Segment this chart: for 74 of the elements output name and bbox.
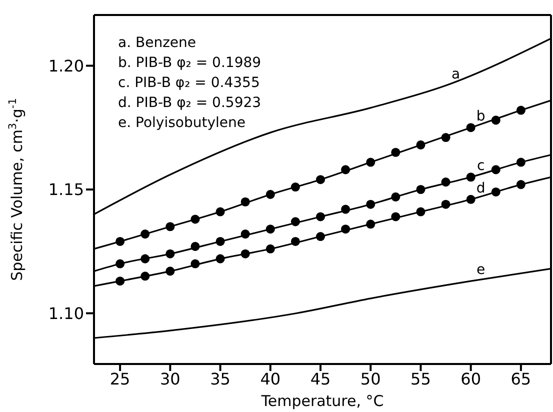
y-tick-label: 1.10 [48, 304, 84, 323]
x-tick-label: 65 [510, 369, 532, 388]
series-label: b [476, 108, 486, 125]
point [391, 212, 400, 222]
x-tick-label: 45 [310, 369, 331, 388]
point [341, 224, 350, 234]
point [366, 158, 376, 167]
point [316, 175, 326, 184]
point [116, 276, 125, 286]
x-tick-label: 25 [110, 369, 130, 388]
x-axis-title: Temperature, °C [260, 392, 384, 410]
y-tick-label: 1.15 [48, 180, 84, 200]
point [316, 232, 326, 242]
point [341, 165, 350, 174]
point [190, 259, 200, 268]
point [216, 254, 225, 264]
point [290, 217, 300, 226]
point [391, 192, 400, 202]
point [240, 197, 250, 206]
point [166, 222, 175, 232]
annotation: d. PIB-B φ₂ = 0.5923 [118, 94, 262, 113]
point [166, 266, 175, 276]
annotation: c. PIB-B φ₂ = 0.4355 [118, 74, 261, 93]
point [216, 207, 225, 216]
point [391, 148, 400, 157]
annotation: b. PIB-B φ₂ = 0.1989 [118, 54, 262, 73]
series-label: c [476, 158, 485, 174]
point [290, 236, 300, 246]
x-tick-label: 50 [360, 369, 381, 388]
point [491, 187, 500, 196]
point [441, 133, 450, 142]
point [466, 194, 476, 204]
point [240, 249, 250, 258]
point [316, 212, 326, 222]
point [140, 254, 150, 264]
x-tick-label: 40 [260, 369, 281, 388]
point [366, 200, 376, 209]
point [216, 236, 225, 246]
point [416, 140, 426, 150]
point [116, 259, 125, 268]
series-label: e [476, 262, 486, 278]
point [416, 207, 426, 216]
point [491, 116, 500, 125]
point [466, 172, 476, 182]
point [341, 204, 350, 214]
x-tick-label: 35 [210, 369, 230, 388]
point [266, 190, 275, 199]
x-tick-label: 55 [410, 369, 431, 388]
annotation: e. Polyisobutylene [118, 114, 246, 133]
point [190, 242, 200, 251]
x-tick-label: 30 [160, 369, 180, 388]
point [290, 182, 300, 192]
point [516, 158, 526, 167]
point [441, 200, 450, 209]
point [116, 236, 125, 246]
point [240, 230, 250, 239]
point [491, 165, 500, 174]
point [140, 230, 150, 239]
point [516, 180, 526, 190]
point [166, 249, 175, 258]
point [466, 123, 476, 132]
x-tick-label: 60 [460, 369, 482, 388]
point [266, 244, 275, 254]
point [266, 224, 275, 234]
annotation: a. Benzene [118, 34, 198, 53]
point [190, 214, 200, 224]
point [366, 220, 376, 229]
y-tick-label: 1.20 [48, 56, 84, 76]
point [516, 106, 526, 115]
series-label: d [476, 180, 486, 196]
point [140, 272, 150, 281]
point [416, 184, 426, 194]
series-label: a [451, 66, 460, 83]
point [441, 178, 450, 187]
